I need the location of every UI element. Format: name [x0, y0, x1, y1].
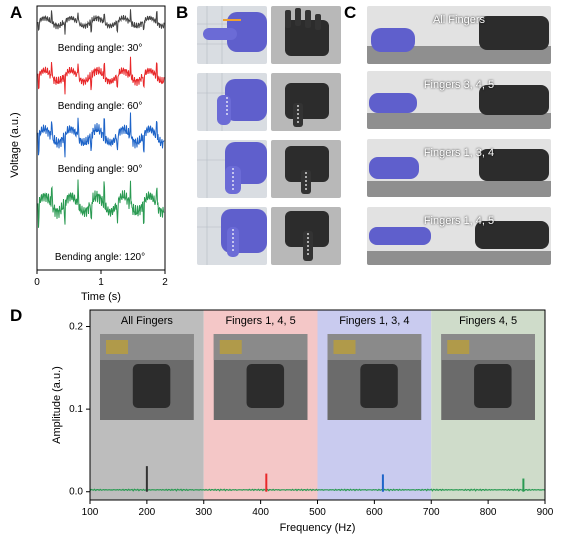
panel-a-xtick-2: 2 [162, 277, 168, 288]
region-label-1: Fingers 1, 4, 5 [225, 315, 295, 327]
x-tick-label-2: 300 [195, 507, 212, 518]
photo-b-robot-4 [271, 207, 341, 265]
panel-label-c: C [344, 3, 357, 22]
x-tick-label-4: 500 [309, 507, 326, 518]
y-tick-label-2: 0.2 [69, 322, 83, 333]
photo-c-fingers-145: Fingers 1, 4, 5 [367, 207, 551, 265]
trace-label-60: Bending angle: 60° [58, 101, 143, 112]
trace-30deg [37, 56, 165, 95]
photo-b-hand-1 [197, 6, 267, 64]
x-tick-label-0: 100 [82, 507, 99, 518]
panel-a-voltage-plot: Voltage (a.u.) Bending angle: 30° Bendin… [9, 5, 168, 303]
photo-c-all-fingers: All Fingers [367, 6, 551, 64]
x-tick-label-1: 200 [139, 507, 156, 518]
trace-label-90: Bending angle: 90° [58, 164, 143, 175]
photo-b-hand-4 [197, 207, 267, 265]
inset-photo-2-robot [360, 364, 398, 408]
photo-c-fingers-345: Fingers 3, 4, 5 [367, 71, 551, 129]
inset-photo-2-screen [333, 340, 356, 354]
chart-d-ylabel: Amplitude (a.u.) [51, 366, 63, 444]
panel-d-spectrum-chart: All Fingers Fingers 1, 4, 5 Fingers 1, 3, … [51, 309, 554, 534]
region-label-3: Fingers 4, 5 [459, 315, 517, 327]
trace-label-120: Bending angle: 120° [55, 252, 145, 263]
caption-c-2: Fingers 3, 4, 5 [423, 79, 495, 91]
panel-a-xtick-0: 0 [34, 277, 40, 288]
photo-b-hand-3 [197, 140, 267, 198]
panel-a-xtick-1: 1 [98, 277, 104, 288]
photo-b-robot-3 [271, 140, 341, 198]
inset-photo-1-screen [219, 340, 242, 354]
panel-label-a: A [10, 3, 23, 22]
trace-90deg [37, 179, 165, 228]
panel-label-d: D [10, 306, 23, 325]
trace-label-30: Bending angle: 30° [58, 43, 143, 54]
x-tick-label-8: 900 [537, 507, 554, 518]
caption-c-3: Fingers 1, 3, 4 [423, 147, 495, 159]
trace-60deg [37, 112, 165, 158]
region-label-2: Fingers 1, 3, 4 [339, 315, 409, 327]
inset-photo-3-robot [474, 364, 512, 408]
x-tick-label-7: 800 [480, 507, 497, 518]
chart-d-xlabel: Frequency (Hz) [280, 522, 356, 534]
x-tick-label-6: 700 [423, 507, 440, 518]
caption-c-4: Fingers 1, 4, 5 [423, 215, 495, 227]
inset-photo-0-screen [106, 340, 128, 354]
photo-c-fingers-134: Fingers 1, 3, 4 [367, 139, 551, 197]
trace-unbent [37, 9, 165, 35]
y-tick-label-1: 0.1 [69, 404, 83, 415]
y-tick-label-0: 0.0 [69, 487, 83, 498]
photo-b-robot-1 [271, 6, 341, 64]
panel-a-ylabel: Voltage (a.u.) [9, 112, 21, 177]
caption-c-1: All Fingers [433, 14, 485, 26]
photo-b-hand-2 [197, 73, 267, 131]
photo-b-robot-2 [271, 73, 341, 131]
x-tick-label-5: 600 [366, 507, 383, 518]
inset-photo-1-robot [246, 364, 285, 408]
inset-photo-0-robot [132, 364, 171, 408]
panel-label-b: B [176, 3, 189, 22]
panel-a-xlabel: Time (s) [81, 291, 121, 303]
region-label-0: All Fingers [121, 315, 173, 327]
inset-photo-3-screen [447, 340, 470, 354]
x-tick-label-3: 400 [252, 507, 269, 518]
spectrum-baseline [89, 488, 546, 492]
